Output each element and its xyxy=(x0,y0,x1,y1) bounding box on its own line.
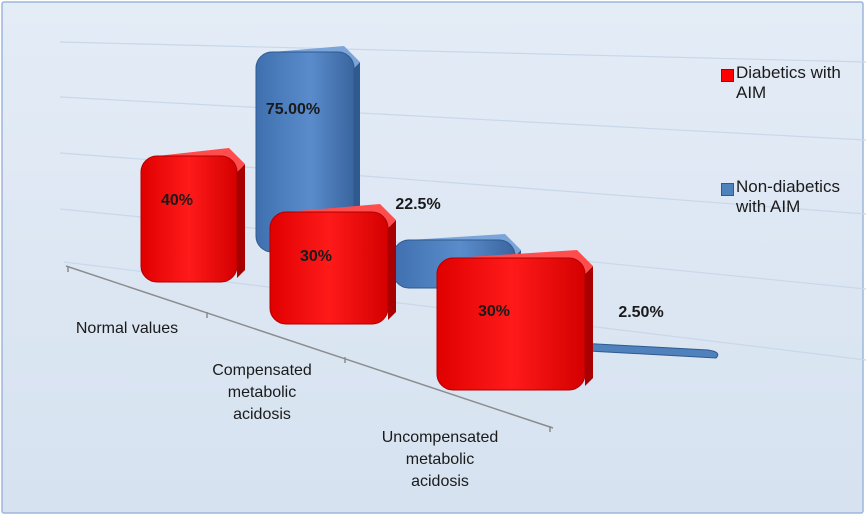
gridline xyxy=(59,41,867,63)
bars xyxy=(140,46,719,391)
data-label: 30% xyxy=(300,248,332,265)
bar-side xyxy=(237,164,245,278)
gridline xyxy=(59,96,867,141)
category-label-uncompensated: Uncompensated metabolic acidosis xyxy=(381,429,499,490)
category-axis xyxy=(65,265,554,432)
data-label: 40% xyxy=(161,192,193,209)
bar xyxy=(269,204,396,325)
category-label-compensated: Compensated metabolic acidosis xyxy=(212,362,312,423)
category-label-normal: Normal values xyxy=(75,320,179,337)
data-labels: 40% 30% 30% 75.00% 22.5% 2.50% xyxy=(161,101,664,321)
bar xyxy=(140,148,245,283)
data-label: 2.50% xyxy=(618,304,663,321)
bar-side xyxy=(354,62,360,248)
data-label: 22.5% xyxy=(395,196,440,213)
bar-face xyxy=(558,341,719,359)
bar-face xyxy=(140,155,238,283)
legend-label-nondiabetics: Non-diabetics with AIM xyxy=(736,177,840,216)
bar xyxy=(255,46,360,253)
bar-face xyxy=(436,257,586,391)
bar-side xyxy=(585,266,593,386)
bar xyxy=(436,250,593,391)
legend-swatch-diabetics xyxy=(721,69,734,82)
data-label: 30% xyxy=(478,303,510,320)
data-label: 75.00% xyxy=(266,101,320,118)
bar-side xyxy=(388,220,396,320)
legend-swatch-nondiabetics xyxy=(721,183,734,196)
bar xyxy=(558,341,719,359)
legend-label-diabetics: Diabetics with AIM xyxy=(736,63,841,102)
category-axis-line xyxy=(65,265,554,429)
bar-face xyxy=(269,211,389,325)
